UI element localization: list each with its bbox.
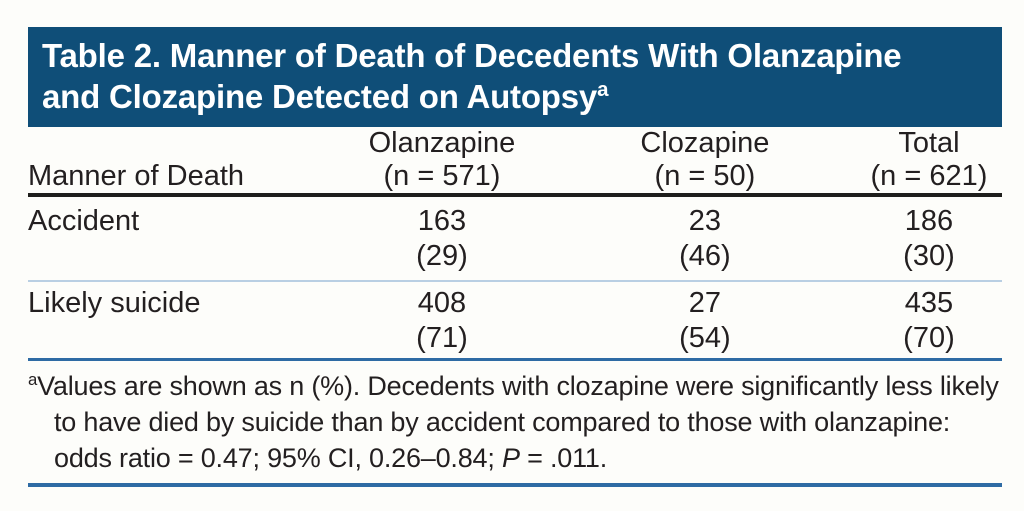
row-label-text: Accident (28, 205, 140, 237)
table-header: Manner of Death Olanzapine (n = 571) Clo… (28, 127, 1002, 197)
column-name-total: Total (898, 127, 960, 159)
footnote-p-value: = .011. (519, 443, 607, 473)
column-name-clozapine: Clozapine (640, 127, 770, 159)
cell-accident-total: 186 (30) (855, 195, 1002, 282)
table-title-bar: Table 2. Manner of Death of Decedents Wi… (28, 27, 1002, 127)
cell-n-value: 435 (904, 287, 954, 319)
cell-suicide-olanzapine: 408 (71) (329, 281, 554, 361)
row-label-likely-suicide: Likely suicide (28, 281, 330, 361)
bottom-divider-rule (28, 483, 1002, 487)
footnote-p-symbol: P (501, 443, 520, 473)
table-row-accident: Accident 163 (29) 23 (46) 186 (30) (28, 195, 1002, 282)
cell-accident-clozapine: 23 (46) (553, 195, 856, 282)
row-label-text: Likely suicide (28, 287, 201, 319)
cell-n-value: 408 (417, 287, 467, 319)
column-header-total: Total (n = 621) (855, 127, 1002, 197)
title-footnote-marker: a (597, 78, 609, 101)
cell-accident-olanzapine: 163 (29) (329, 195, 554, 282)
cell-pct-value: (46) (679, 240, 731, 272)
cell-pct-value: (70) (903, 322, 955, 354)
cell-pct-value: (30) (903, 240, 955, 272)
cell-suicide-clozapine: 27 (54) (553, 281, 856, 361)
row-label-accident: Accident (28, 195, 330, 282)
column-n-total: (n = 621) (870, 160, 988, 192)
column-header-manner-of-death: Manner of Death (28, 127, 330, 197)
table-row-likely-suicide: Likely suicide 408 (71) 27 (54) 435 (70) (28, 281, 1002, 361)
table-title-line-2: and Clozapine Detected on Autopsya (42, 76, 988, 117)
table-figure: Table 2. Manner of Death of Decedents Wi… (28, 27, 1002, 487)
cell-n-value: 186 (904, 205, 954, 237)
cell-pct-value: (54) (679, 322, 731, 354)
cell-pct-value: (71) (416, 322, 468, 354)
footnote-text: Values are shown as n (%). Decedents wit… (37, 371, 999, 473)
column-header-clozapine: Clozapine (n = 50) (553, 127, 856, 197)
cell-n-value: 27 (688, 287, 722, 319)
header-row: Manner of Death Olanzapine (n = 571) Clo… (28, 127, 1002, 197)
footnote-marker: a (28, 370, 38, 389)
column-n-clozapine: (n = 50) (654, 160, 756, 192)
column-header-olanzapine: Olanzapine (n = 571) (329, 127, 554, 197)
column-name-olanzapine: Olanzapine (368, 127, 516, 159)
cell-n-value: 23 (688, 205, 722, 237)
cell-suicide-total: 435 (70) (855, 281, 1002, 361)
manner-of-death-table: Manner of Death Olanzapine (n = 571) Clo… (28, 127, 1002, 361)
table-footnote: aValues are shown as n (%). Decedents wi… (28, 368, 1002, 476)
cell-pct-value: (29) (416, 240, 468, 272)
column-n-olanzapine: (n = 571) (383, 160, 501, 192)
table-body: Accident 163 (29) 23 (46) 186 (30) (28, 195, 1002, 361)
table-title-text-1: Table 2. Manner of Death of Decedents Wi… (42, 37, 902, 74)
table-title-text-2: and Clozapine Detected on Autopsy (42, 78, 598, 115)
cell-n-value: 163 (417, 205, 467, 237)
table-title-line-1: Table 2. Manner of Death of Decedents Wi… (42, 35, 988, 76)
